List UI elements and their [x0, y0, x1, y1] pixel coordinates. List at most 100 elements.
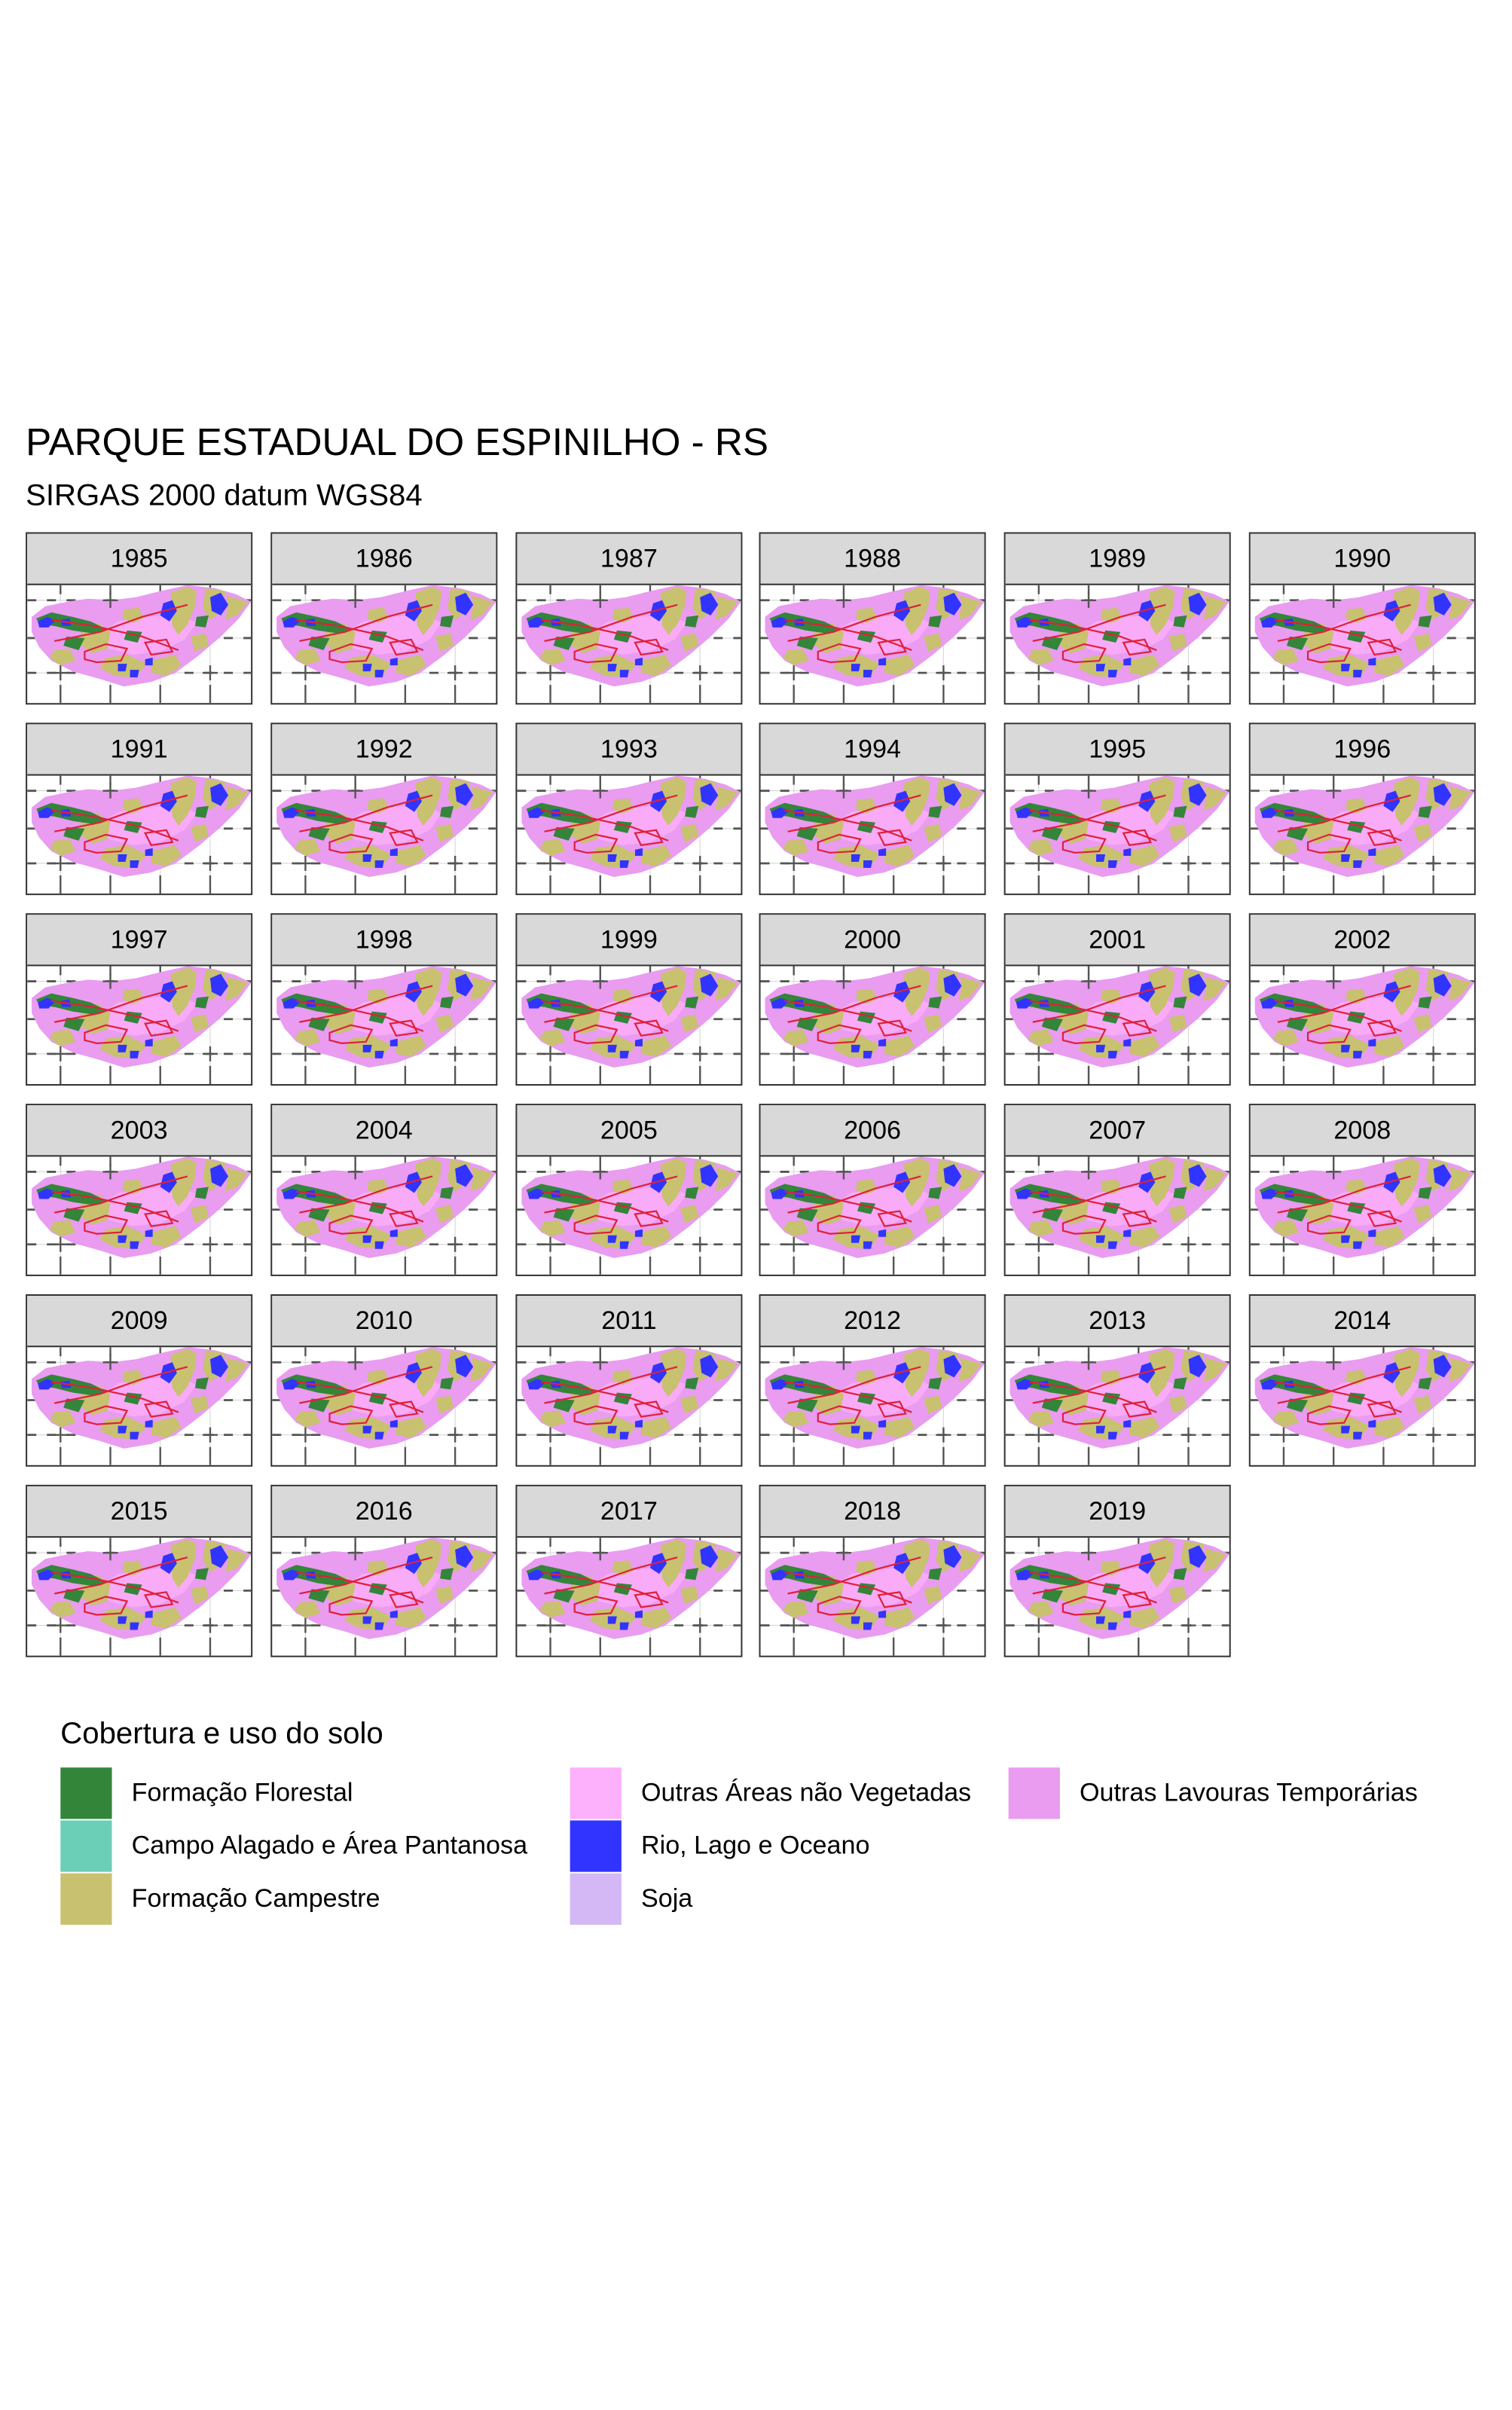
- land-cover-map: [1005, 966, 1229, 1085]
- map-panel: 2007: [1003, 1104, 1231, 1276]
- park-map-graphic: [760, 1156, 985, 1275]
- map-panel: 2013: [1003, 1294, 1231, 1467]
- map-panel: 2014: [1248, 1294, 1476, 1467]
- facet-year-label: 2002: [1250, 915, 1474, 967]
- facet-year-label: 2018: [760, 1486, 985, 1538]
- legend-label: Formação Campestre: [131, 1883, 380, 1913]
- park-map-graphic: [27, 1347, 252, 1465]
- land-cover-map: [760, 1156, 985, 1275]
- park-map-graphic: [272, 585, 496, 704]
- park-map-graphic: [1005, 1156, 1229, 1275]
- land-cover-map: [272, 585, 496, 704]
- park-map-graphic: [760, 1347, 985, 1465]
- legend-label: Soja: [640, 1883, 693, 1913]
- park-map-graphic: [1005, 775, 1229, 894]
- land-cover-map: [517, 1347, 741, 1465]
- land-cover-map: [1250, 585, 1474, 704]
- facet-year-label: 1991: [27, 724, 252, 776]
- park-map-graphic: [1250, 966, 1474, 1085]
- facet-year-label: 1997: [27, 915, 252, 967]
- park-map-graphic: [517, 585, 741, 704]
- map-panel: 1990: [1248, 532, 1476, 705]
- park-map-graphic: [517, 1538, 741, 1656]
- map-panel: 2009: [26, 1294, 253, 1467]
- map-panel: 2005: [515, 1104, 743, 1276]
- facet-year-label: 2004: [272, 1105, 496, 1157]
- land-cover-map: [1005, 585, 1229, 704]
- facet-year-label: 2017: [517, 1486, 741, 1538]
- facet-year-label: 1986: [272, 533, 496, 585]
- facet-year-label: 1998: [272, 915, 496, 967]
- park-map-graphic: [27, 1156, 252, 1275]
- map-panel: 2012: [759, 1294, 986, 1467]
- land-cover-map: [760, 585, 985, 704]
- land-cover-map: [517, 1156, 741, 1275]
- land-cover-map: [1250, 1347, 1474, 1465]
- facet-year-label: 2005: [517, 1105, 741, 1157]
- facet-year-label: 2010: [272, 1295, 496, 1348]
- park-map-graphic: [1005, 1347, 1229, 1465]
- land-cover-map: [760, 1538, 985, 1656]
- park-map-graphic: [272, 1347, 496, 1465]
- map-panel: 1985: [26, 532, 253, 705]
- facet-year-label: 1999: [517, 915, 741, 967]
- land-cover-map: [1250, 966, 1474, 1085]
- map-panel: 2002: [1248, 913, 1476, 1086]
- park-map-graphic: [27, 966, 252, 1085]
- legend-label: Rio, Lago e Oceano: [640, 1831, 870, 1860]
- facet-year-label: 1985: [27, 533, 252, 585]
- park-map-graphic: [1250, 1156, 1474, 1275]
- park-map-graphic: [27, 775, 252, 894]
- facet-year-label: 1992: [272, 724, 496, 776]
- park-map-graphic: [1005, 966, 1229, 1085]
- map-panel: 2000: [759, 913, 986, 1086]
- map-panel: 1986: [270, 532, 498, 705]
- park-map-graphic: [760, 585, 985, 704]
- facet-year-label: 1987: [517, 533, 741, 585]
- map-panel: 1992: [270, 722, 498, 896]
- facet-year-label: 2013: [1005, 1295, 1229, 1348]
- park-map-graphic: [760, 775, 985, 894]
- facet-year-label: 2012: [760, 1295, 985, 1348]
- land-cover-map: [760, 1347, 985, 1465]
- legend-label: Outras Áreas não Vegetadas: [640, 1778, 972, 1807]
- legend-swatch: [570, 1820, 622, 1872]
- park-map-graphic: [760, 1538, 985, 1656]
- map-panel: 1989: [1003, 532, 1231, 705]
- land-cover-map: [27, 1156, 252, 1275]
- land-cover-map: [1005, 775, 1229, 894]
- land-cover-map: [1005, 1538, 1229, 1656]
- facet-year-label: 1988: [760, 533, 985, 585]
- land-cover-map: [517, 966, 741, 1085]
- facet-year-label: 2008: [1250, 1105, 1474, 1157]
- facet-year-label: 2003: [27, 1105, 252, 1157]
- land-cover-map: [1005, 1156, 1229, 1275]
- land-cover-map: [272, 966, 496, 1085]
- map-panel: 2006: [759, 1104, 986, 1276]
- park-map-graphic: [517, 1347, 741, 1465]
- land-cover-map: [272, 1156, 496, 1275]
- facet-year-label: 2016: [272, 1486, 496, 1538]
- map-panel: 2019: [1003, 1484, 1231, 1657]
- map-panel: 2004: [270, 1104, 498, 1276]
- legend-swatch: [1008, 1767, 1060, 1819]
- land-cover-map: [517, 1538, 741, 1656]
- park-map-graphic: [1005, 1538, 1229, 1656]
- map-panel: 1988: [759, 532, 986, 705]
- map-panel: 2008: [1248, 1104, 1476, 1276]
- map-panel: 2015: [26, 1484, 253, 1657]
- facet-year-label: 2000: [760, 915, 985, 967]
- park-map-graphic: [27, 1538, 252, 1656]
- land-cover-map: [517, 585, 741, 704]
- legend-swatch: [60, 1873, 112, 1925]
- land-cover-map: [272, 1538, 496, 1656]
- facet-year-label: 2011: [517, 1295, 741, 1348]
- map-panel: 2010: [270, 1294, 498, 1467]
- park-map-graphic: [517, 1156, 741, 1275]
- map-panel: 1998: [270, 913, 498, 1086]
- facet-year-label: 1989: [1005, 533, 1229, 585]
- legend-title: Cobertura e uso do solo: [60, 1717, 383, 1752]
- land-cover-map: [517, 775, 741, 894]
- map-panel: 1991: [26, 722, 253, 896]
